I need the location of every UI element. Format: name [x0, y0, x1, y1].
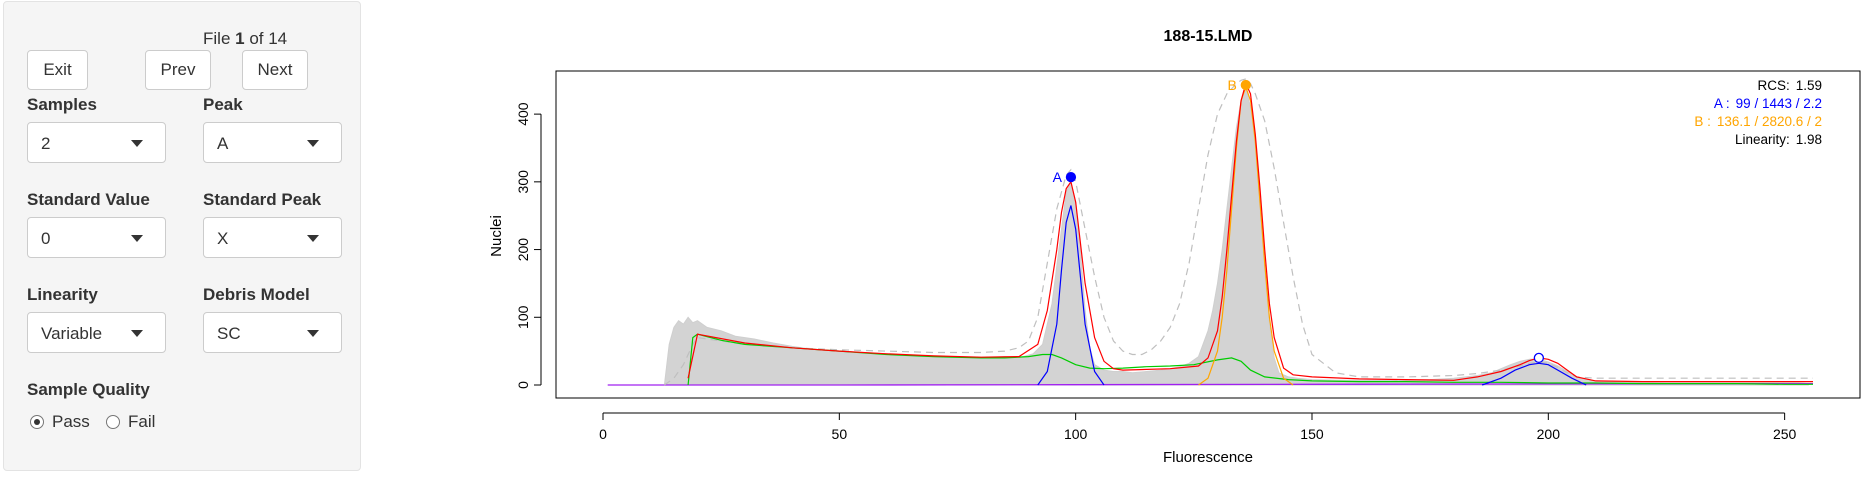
peak-a-stat: A :99 / 1443 / 2.2 [1714, 96, 1822, 111]
control-panel: File 1 of 14 Exit Prev Next Samples 2 Pe… [3, 1, 361, 471]
plot-frame [555, 70, 1861, 399]
peak-b-stat: B :136.1 / 2820.6 / 2 [1694, 114, 1822, 129]
peak-marker-label: B [1227, 77, 1236, 93]
histogram-area [663, 85, 1809, 386]
x-tick-label: 100 [1064, 426, 1088, 442]
total-fit-dashed-line [664, 78, 1813, 386]
linearity-value: Variable [41, 324, 103, 343]
y-tick-label: 300 [515, 170, 531, 194]
peak-marker-2 [1533, 352, 1545, 364]
chevron-down-icon [307, 330, 319, 337]
samples-value: 2 [41, 134, 51, 153]
chevron-down-icon [307, 235, 319, 242]
fail-radio-label[interactable]: Fail [128, 412, 156, 431]
x-tick-label: 150 [1300, 426, 1324, 442]
x-tick-label: 50 [832, 426, 848, 442]
file-counter-current: 1 [235, 29, 245, 48]
linearity-label: Linearity [27, 285, 98, 304]
radio-selected-dot [34, 419, 40, 425]
peak-a-g2-line [1481, 362, 1587, 386]
peak-a-line [1037, 205, 1105, 386]
linearity-select[interactable]: Variable [27, 312, 166, 353]
peak-marker-B [1240, 79, 1251, 91]
prev-button[interactable]: Prev [145, 50, 211, 90]
rcs-stat: RCS: 1.59 [1757, 78, 1822, 93]
standard-peak-select[interactable]: X [203, 217, 342, 258]
debris-model-select[interactable]: SC [203, 312, 342, 353]
y-tick-label: 400 [515, 102, 531, 126]
standard-peak-value: X [217, 229, 229, 248]
pass-radio[interactable] [30, 415, 44, 429]
aggregates-line [607, 382, 1813, 386]
x-tick-label: 200 [1537, 426, 1561, 442]
standard-value-value: 0 [41, 229, 51, 248]
next-button[interactable]: Next [242, 50, 308, 90]
chart-title: 188-15.LMD [1164, 28, 1253, 45]
chevron-down-icon [307, 140, 319, 147]
chevron-down-icon [131, 140, 143, 147]
y-tick-label: 100 [515, 305, 531, 329]
standard-value-label: Standard Value [27, 190, 150, 209]
standard-peak-label: Standard Peak [203, 190, 322, 209]
exit-button[interactable]: Exit [27, 50, 88, 90]
peak-marker-A [1065, 171, 1077, 183]
y-tick-label: 0 [515, 381, 531, 389]
peak-select[interactable]: A [203, 122, 342, 163]
chevron-down-icon [131, 330, 143, 337]
fail-radio[interactable] [106, 415, 120, 429]
y-tick-label: 200 [515, 238, 531, 262]
y-axis-label: Nuclei [488, 215, 505, 257]
sample-quality-label: Sample Quality [27, 380, 150, 399]
linearity-stat: Linearity: 1.98 [1735, 132, 1822, 147]
peak-label: Peak [203, 95, 243, 114]
peak-marker-label: A [1053, 169, 1063, 185]
peak-value: A [217, 134, 229, 153]
standard-value-select[interactable]: 0 [27, 217, 166, 258]
x-tick-label: 0 [599, 426, 607, 442]
pass-radio-label[interactable]: Pass [52, 412, 90, 431]
debris-model-value: SC [217, 324, 241, 343]
samples-select[interactable]: 2 [27, 122, 166, 163]
x-axis-label: Fluorescence [1163, 449, 1253, 466]
file-counter: File 1 of 14 [203, 29, 288, 48]
chevron-down-icon [131, 235, 143, 242]
debris-model-label: Debris Model [203, 285, 310, 304]
x-tick-label: 250 [1773, 426, 1797, 442]
samples-label: Samples [27, 95, 97, 114]
